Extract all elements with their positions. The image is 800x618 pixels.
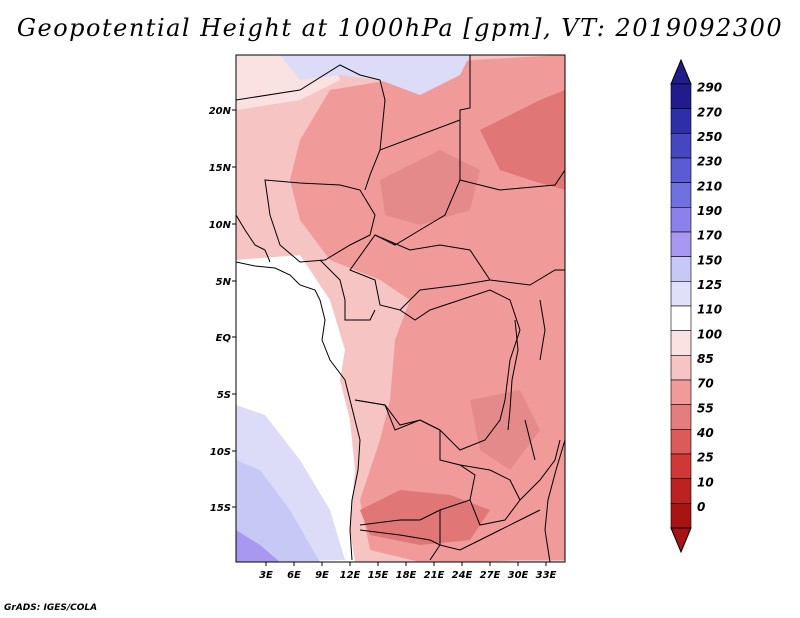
colorbar-box (670, 379, 692, 405)
lon-tick-label: 33E (536, 570, 557, 581)
colorbar-box (670, 108, 692, 134)
map-title: Geopotential Height at 1000hPa [gpm], VT… (16, 14, 784, 42)
field-blue-top (280, 55, 470, 95)
colorbar: 2902702502302101901701501251101008570554… (670, 58, 722, 554)
colorbar-level-label: 270 (697, 105, 722, 119)
coastline-east-africa (544, 439, 565, 562)
colorbar-level-label: 210 (697, 179, 722, 193)
colorbar-box (670, 429, 692, 455)
lon-tick-label: 3E (259, 570, 273, 581)
lon-tick-label: 24E (452, 570, 473, 581)
border-drc (354, 289, 521, 451)
colorbar-box (670, 281, 692, 307)
map-frame (235, 54, 566, 563)
lon-tick-label: 12E (340, 570, 361, 581)
coastline-west-africa (236, 261, 361, 561)
colorbar-box (670, 133, 692, 159)
lon-axis: 3E 6E 9E 12E 15E 18E 21E 24E 27E 30E 33E (259, 562, 557, 581)
lon-tick-label: 27E (480, 570, 501, 581)
border-mali-niger (236, 64, 386, 191)
lon-tick-label: 18E (396, 570, 417, 581)
colorbar-box (670, 157, 692, 183)
colorbar-box (670, 305, 692, 331)
lat-tick-label: 10N (209, 220, 232, 231)
grads-credit: GrADS: IGES/COLA (4, 603, 98, 613)
colorbar-box (670, 330, 692, 356)
colorbar-box (670, 207, 692, 233)
colorbar-box (670, 478, 692, 504)
colorbar-box (670, 355, 692, 381)
field-blue-sw-mid (236, 460, 320, 562)
colorbar-level-label: 10 (697, 475, 714, 489)
colorbar-level-label: 100 (697, 327, 722, 341)
border-sudan (459, 169, 565, 191)
colorbar-level-label: 230 (697, 155, 722, 169)
border-cameroon (319, 259, 376, 321)
lat-axis: 20N 15N 10N 5N EQ 5S 10S 15S (209, 106, 236, 514)
colorbar-level-label: 290 (697, 81, 722, 95)
colorbar-box (670, 256, 692, 282)
lat-tick-label: 5N (216, 277, 232, 288)
lat-tick-label: EQ (216, 333, 232, 344)
colorbar-box (670, 182, 692, 208)
border-mozambique (519, 439, 561, 501)
colorbar-level-label: 0 (697, 500, 705, 514)
coastlines-borders (236, 55, 565, 562)
colorbar-level-label: 40 (696, 426, 714, 440)
colorbar-level-label: 55 (697, 401, 714, 415)
colorbar-boxes (670, 83, 692, 529)
colorbar-level-label: 170 (697, 229, 722, 243)
colorbar-box (670, 503, 692, 529)
field-high-red-ne (480, 90, 565, 190)
lon-tick-label: 30E (508, 570, 529, 581)
colorbar-box (670, 453, 692, 479)
colorbar-top-arrow (670, 58, 692, 85)
colorbar-labels: 2902702502302101901701501251101008570554… (696, 81, 722, 514)
colorbar-box (670, 404, 692, 430)
field-high-red-east (470, 390, 540, 470)
colorbar-box (670, 83, 692, 109)
colorbar-level-label: 190 (697, 204, 722, 218)
colorbar-level-label: 110 (697, 303, 722, 317)
height-field (236, 55, 565, 562)
border-lakes (507, 299, 546, 461)
colorbar-level-label: 150 (697, 253, 722, 267)
border-nigeria (264, 179, 376, 263)
colorbar-box (670, 231, 692, 257)
colorbar-bottom-arrow (670, 527, 692, 554)
lat-tick-label: 5S (217, 390, 231, 401)
field-high-red-center (380, 150, 480, 225)
colorbar-level-label: 70 (697, 377, 714, 391)
colorbar-level-label: 85 (697, 352, 714, 366)
lat-tick-label: 20N (209, 106, 232, 117)
colorbar-level-label: 250 (697, 130, 722, 144)
border-south-africa (359, 529, 441, 561)
lat-tick-label: 10S (210, 447, 231, 458)
lat-tick-label: 15N (209, 163, 232, 174)
colorbar-level-label: 25 (697, 451, 714, 465)
lat-tick-label: 15S (210, 503, 231, 514)
field-blue-sw-dark (236, 530, 280, 562)
border-gulf-states (236, 214, 271, 263)
border-chad (374, 119, 461, 246)
lon-tick-label: 6E (287, 570, 301, 581)
lon-tick-label: 21E (424, 570, 445, 581)
colorbar-level-label: 125 (697, 278, 722, 292)
lon-tick-label: 15E (368, 570, 389, 581)
lon-tick-label: 9E (315, 570, 329, 581)
border-south-sudan (489, 269, 565, 286)
border-car (349, 234, 491, 311)
